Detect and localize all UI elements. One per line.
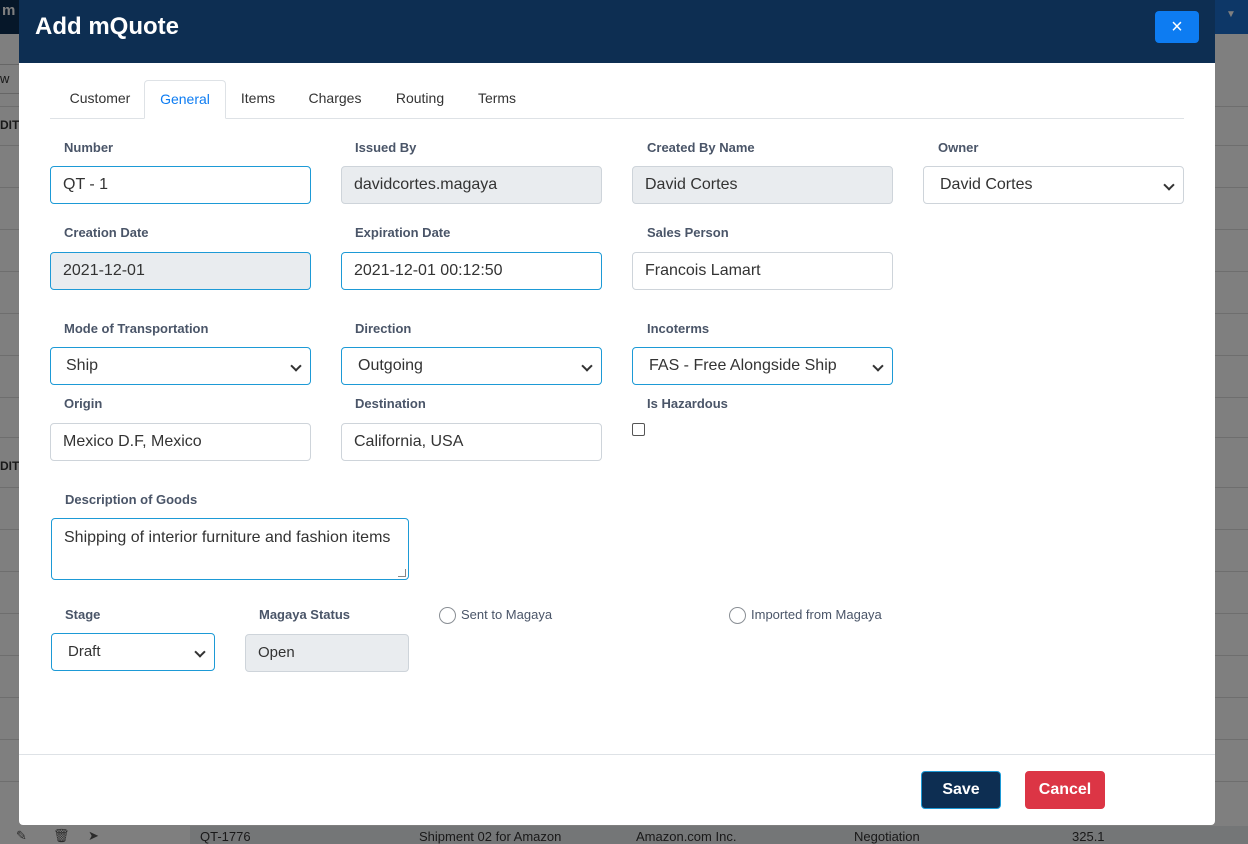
tab-bar: Customer General Items Charges Routing T…	[50, 80, 1184, 119]
issued-by-field: davidcortes.magaya	[341, 166, 602, 204]
tab-terms[interactable]: Terms	[477, 90, 517, 106]
creation-date-field: 2021-12-01	[50, 252, 311, 290]
modal-title: Add mQuote	[35, 13, 179, 40]
is-hazardous-checkbox[interactable]	[632, 423, 645, 436]
created-by-name-field: David Cortes	[632, 166, 893, 204]
owner-select[interactable]: David Cortes	[923, 166, 1184, 204]
imported-from-magaya-label: Imported from Magaya	[751, 607, 882, 622]
sent-to-magaya-radio[interactable]	[439, 607, 456, 624]
creation-date-label: Creation Date	[64, 225, 149, 240]
tab-routing[interactable]: Routing	[395, 90, 445, 106]
imported-from-magaya-radio[interactable]	[729, 607, 746, 624]
origin-label: Origin	[64, 396, 103, 411]
sales-person-label: Sales Person	[647, 225, 729, 240]
resize-handle-icon[interactable]	[398, 569, 406, 577]
add-mquote-modal: Add mQuote × Customer General Items Char…	[19, 0, 1215, 825]
description-of-goods-textarea[interactable]: Shipping of interior furniture and fashi…	[51, 518, 409, 580]
mode-of-transportation-select[interactable]: Ship	[50, 347, 311, 385]
stage-label: Stage	[65, 607, 101, 622]
tab-general[interactable]: General	[144, 80, 226, 119]
direction-label: Direction	[355, 321, 412, 336]
number-field[interactable]: QT - 1	[50, 166, 311, 204]
owner-label: Owner	[938, 140, 979, 155]
magaya-status-label: Magaya Status	[259, 607, 351, 622]
tab-customer[interactable]: Customer	[69, 90, 131, 106]
destination-label: Destination	[355, 396, 426, 411]
incoterms-select[interactable]: FAS - Free Alongside Ship	[632, 347, 893, 385]
modal-footer-divider	[19, 754, 1215, 755]
direction-select[interactable]: Outgoing	[341, 347, 602, 385]
magaya-status-field: Open	[245, 634, 409, 672]
description-of-goods-label: Description of Goods	[65, 492, 198, 507]
created-by-name-label: Created By Name	[647, 140, 755, 155]
destination-field[interactable]: California, USA	[341, 423, 602, 461]
stage-select[interactable]: Draft	[51, 633, 215, 671]
incoterms-label: Incoterms	[647, 321, 710, 336]
modal-header: Add mQuote ×	[19, 0, 1215, 63]
expiration-date-label: Expiration Date	[355, 225, 451, 240]
description-of-goods-text: Shipping of interior furniture and fashi…	[64, 529, 391, 546]
cancel-button[interactable]: Cancel	[1025, 771, 1105, 809]
save-button[interactable]: Save	[921, 771, 1001, 809]
issued-by-label: Issued By	[355, 140, 417, 155]
origin-field[interactable]: Mexico D.F, Mexico	[50, 423, 311, 461]
expiration-date-field[interactable]: 2021-12-01 00:12:50	[341, 252, 602, 290]
tab-items[interactable]: Items	[240, 90, 276, 106]
close-button[interactable]: ×	[1155, 11, 1199, 43]
tab-charges[interactable]: Charges	[308, 90, 362, 106]
number-label: Number	[64, 140, 114, 155]
mode-of-transportation-label: Mode of Transportation	[64, 321, 209, 336]
sent-to-magaya-label: Sent to Magaya	[461, 607, 553, 622]
close-icon: ×	[1171, 16, 1183, 38]
is-hazardous-label: Is Hazardous	[647, 396, 728, 411]
sales-person-field[interactable]: Francois Lamart	[632, 252, 893, 290]
